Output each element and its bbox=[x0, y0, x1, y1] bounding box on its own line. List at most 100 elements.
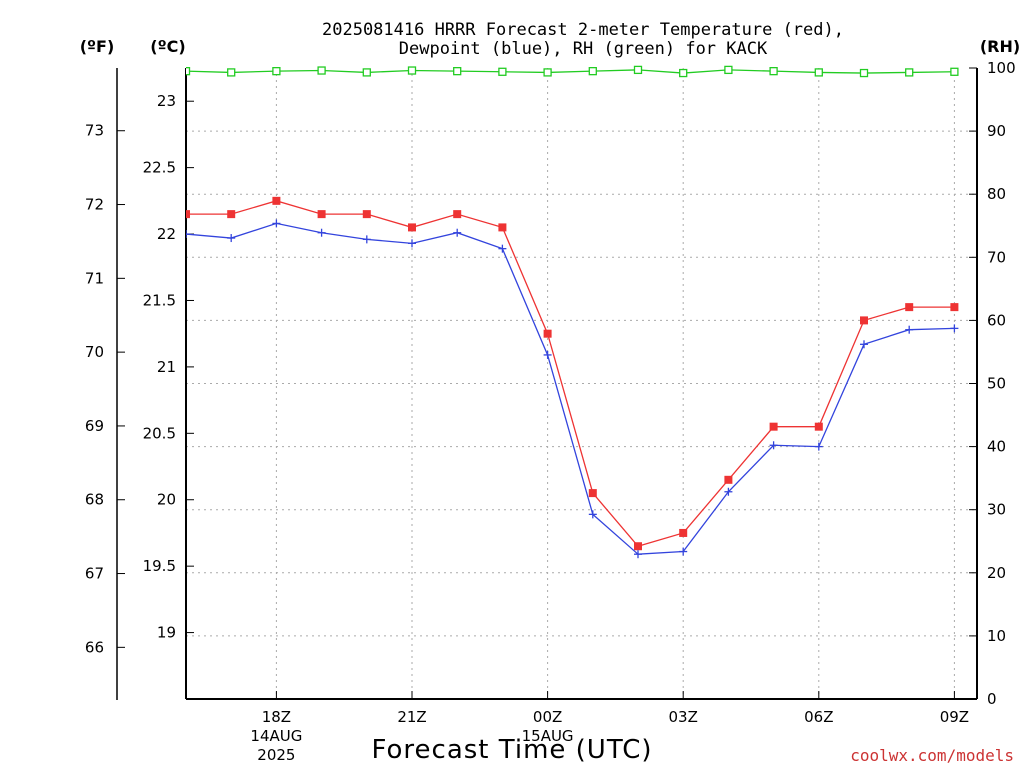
fahrenheit-unit-label: (ºF) bbox=[80, 37, 115, 56]
rh-point bbox=[769, 67, 778, 76]
celsius-tick-label: 21.5 bbox=[143, 291, 176, 309]
rh-tick-label: 30 bbox=[987, 501, 1006, 519]
rh-point bbox=[950, 67, 959, 76]
rh-point bbox=[724, 65, 733, 75]
rh-point bbox=[272, 67, 281, 76]
data-series bbox=[137, 65, 959, 559]
dewpoint-point bbox=[227, 234, 236, 243]
celsius-unit-label: (ºC) bbox=[150, 37, 185, 56]
rh-point bbox=[407, 66, 417, 75]
series-plus bbox=[137, 219, 959, 559]
x-tick-label: 2025 bbox=[257, 746, 295, 764]
x-axis-title: Forecast Time (UTC) bbox=[371, 735, 652, 765]
dewpoint-point bbox=[317, 228, 326, 237]
rh-point bbox=[227, 68, 236, 77]
temperature-point bbox=[186, 210, 190, 219]
chart-title-line1: 2025081416 HRRR Forecast 2-meter Tempera… bbox=[322, 20, 844, 40]
rh-tick-label: 70 bbox=[987, 248, 1006, 266]
celsius-tick-label: 19 bbox=[157, 624, 176, 642]
rh-tick-label: 20 bbox=[987, 564, 1006, 582]
temperature-point bbox=[453, 210, 462, 219]
temperature-point bbox=[498, 223, 507, 232]
rh-point bbox=[905, 68, 914, 77]
celsius-tick-label: 21 bbox=[157, 358, 176, 376]
rh-tick-label: 0 bbox=[987, 690, 997, 708]
temperature-point bbox=[634, 542, 642, 551]
temperature-point bbox=[769, 422, 778, 431]
temperature-point bbox=[814, 422, 823, 431]
x-tick-label: 14AUG bbox=[250, 727, 302, 745]
temperature-point bbox=[679, 528, 688, 537]
temperature-point bbox=[860, 316, 868, 325]
rh-tick-label: 10 bbox=[987, 627, 1006, 645]
rh-point bbox=[859, 68, 869, 78]
dewpoint-point bbox=[588, 510, 597, 519]
dewpoint-point bbox=[950, 324, 959, 333]
dewpoint-point bbox=[769, 441, 778, 450]
rh-tick-label: 60 bbox=[987, 311, 1006, 329]
dewpoint-point bbox=[679, 547, 688, 556]
x-tick-label: 21Z bbox=[397, 708, 426, 726]
dewpoint-point bbox=[408, 239, 416, 248]
rh-point bbox=[317, 66, 326, 75]
temperature-point bbox=[950, 303, 959, 312]
rh-tick-label: 90 bbox=[987, 122, 1006, 140]
temperature-point bbox=[588, 489, 597, 498]
rh-tick-label: 40 bbox=[987, 438, 1006, 456]
celsius-tick-label: 23 bbox=[157, 92, 176, 110]
dewpoint-point bbox=[498, 244, 507, 253]
dewpoint-point bbox=[186, 230, 190, 239]
dewpoint-point bbox=[634, 550, 642, 559]
fahrenheit-tick-label: 66 bbox=[85, 638, 104, 656]
rh-tick-label: 80 bbox=[987, 185, 1006, 203]
x-tick-label: 03Z bbox=[669, 708, 698, 726]
fahrenheit-tick-label: 71 bbox=[85, 269, 104, 287]
dewpoint-point bbox=[453, 228, 462, 237]
temperature-point bbox=[317, 210, 326, 219]
dewpoint-point bbox=[724, 487, 733, 496]
axes bbox=[116, 68, 978, 700]
x-tick-label: 09Z bbox=[940, 708, 969, 726]
dewpoint-point bbox=[905, 325, 914, 334]
rh-point bbox=[679, 68, 688, 78]
temperature-point bbox=[724, 475, 733, 484]
rh-point bbox=[498, 67, 507, 76]
dewpoint-point bbox=[137, 267, 145, 275]
temperature-point bbox=[362, 210, 371, 219]
fahrenheit-tick-label: 67 bbox=[85, 565, 104, 583]
rh-point bbox=[186, 67, 191, 76]
rh-point bbox=[814, 68, 823, 77]
x-tick-label: 18Z bbox=[262, 708, 291, 726]
credit-text: coolwx.com/models bbox=[850, 746, 1014, 765]
x-tick-label: 15AUG bbox=[522, 727, 574, 745]
series-open-square bbox=[137, 65, 959, 78]
rh-point bbox=[588, 67, 597, 76]
fahrenheit-tick-label: 73 bbox=[85, 122, 104, 140]
temperature-point bbox=[905, 303, 914, 312]
chart-title-line2: Dewpoint (blue), RH (green) for KACK bbox=[399, 39, 768, 59]
x-tick-label: 00Z bbox=[533, 708, 562, 726]
rh-point bbox=[633, 65, 643, 75]
fahrenheit-tick-label: 72 bbox=[85, 196, 104, 214]
celsius-tick-label: 19.5 bbox=[143, 557, 176, 575]
dewpoint-point bbox=[272, 219, 281, 228]
series-square bbox=[137, 196, 959, 551]
temperature-point bbox=[227, 210, 236, 219]
grid-lines bbox=[186, 68, 977, 699]
dewpoint-point bbox=[543, 350, 552, 359]
rh-unit-label: (RH) bbox=[980, 37, 1020, 56]
celsius-tick-label: 20 bbox=[157, 491, 176, 509]
temperature-point bbox=[137, 255, 145, 263]
dewpoint-point bbox=[860, 340, 868, 349]
rh-point bbox=[137, 68, 144, 75]
temperature-point bbox=[272, 196, 281, 205]
celsius-tick-label: 22.5 bbox=[143, 159, 176, 177]
fahrenheit-tick-label: 69 bbox=[85, 417, 104, 435]
rh-tick-label: 100 bbox=[987, 59, 1016, 77]
dewpoint-point bbox=[814, 442, 823, 451]
rh-point bbox=[543, 68, 552, 77]
fahrenheit-tick-label: 70 bbox=[85, 343, 104, 361]
x-tick-label: 06Z bbox=[804, 708, 833, 726]
tick-labels: 19 19.5 20 20.5 21 21.5 22 22.5 23 66 67 68 69 70 71 72… bbox=[85, 59, 1016, 764]
